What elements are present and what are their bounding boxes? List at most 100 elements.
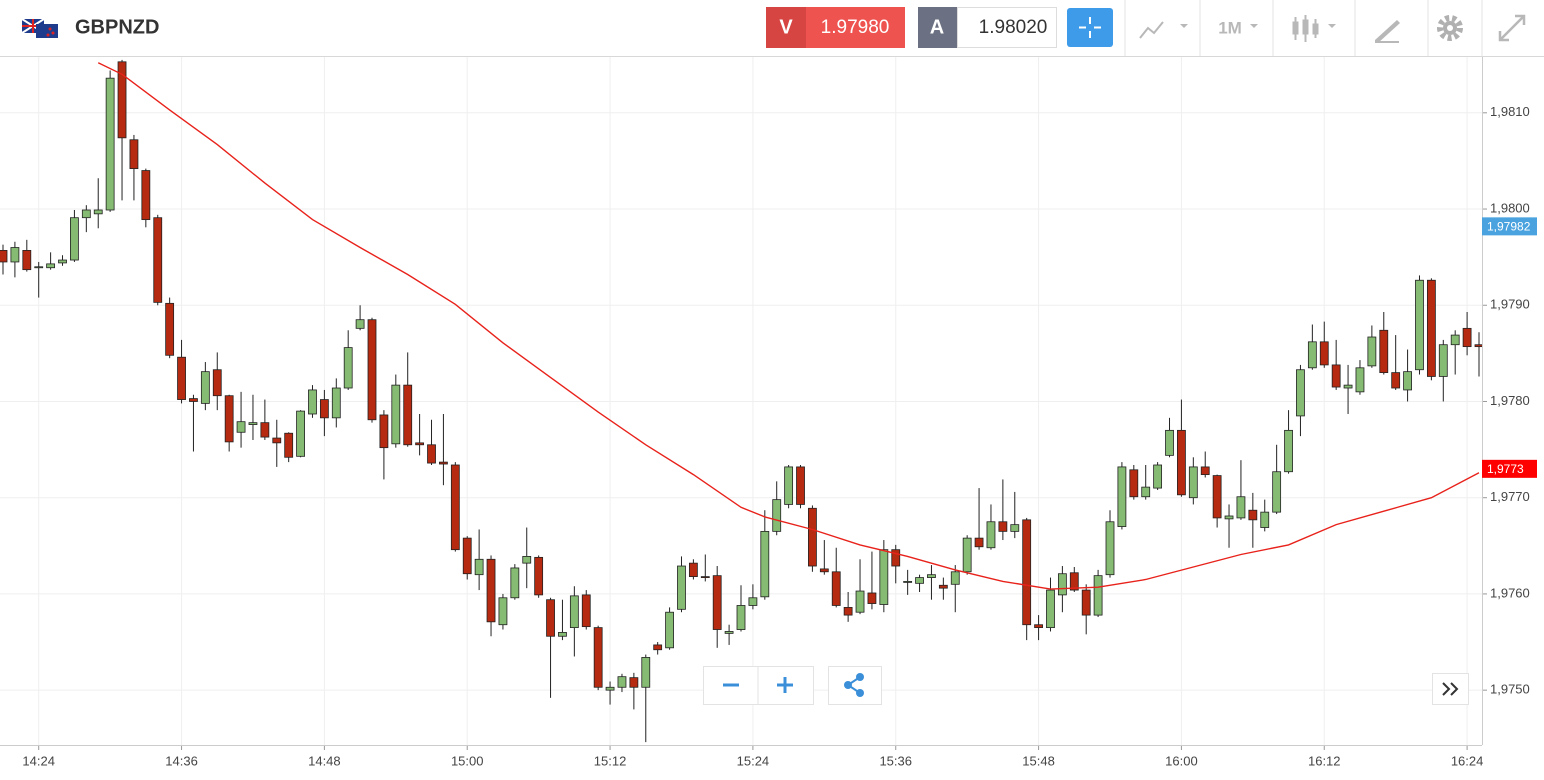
candle-body bbox=[284, 432, 294, 458]
draw-button[interactable] bbox=[1375, 20, 1400, 43]
candle-body bbox=[855, 590, 865, 613]
crosshair-button[interactable] bbox=[1067, 8, 1113, 47]
candle-body bbox=[308, 389, 317, 415]
x-tick-label: 15:36 bbox=[879, 753, 912, 768]
chart-type-button[interactable] bbox=[1292, 15, 1336, 42]
candle-body bbox=[224, 395, 234, 443]
buy-button[interactable]: A 1.98020 bbox=[918, 7, 1057, 48]
candle-body bbox=[1260, 511, 1270, 528]
x-tick-label: 16:24 bbox=[1451, 753, 1484, 768]
fullscreen-button[interactable] bbox=[1498, 14, 1526, 42]
candle-body bbox=[724, 631, 734, 634]
candle-body bbox=[236, 421, 246, 433]
candle-body bbox=[581, 594, 591, 628]
grid bbox=[0, 57, 1482, 745]
candle-body bbox=[1331, 364, 1341, 388]
candle-body bbox=[177, 356, 186, 400]
candle-body bbox=[498, 597, 508, 626]
candle-body bbox=[962, 537, 972, 573]
candle-body bbox=[1034, 624, 1043, 629]
timeframe: 1M bbox=[1218, 18, 1242, 37]
buy-price: 1.98020 bbox=[979, 17, 1048, 38]
candle-body bbox=[1379, 329, 1389, 374]
x-tick-label: 14:36 bbox=[165, 753, 198, 768]
candle-body bbox=[46, 263, 56, 269]
candle-body bbox=[486, 558, 496, 623]
candle-body bbox=[70, 217, 79, 261]
candle-body bbox=[105, 77, 115, 211]
candle-body bbox=[379, 414, 389, 449]
candle-body bbox=[712, 575, 722, 630]
candle-body bbox=[998, 521, 1008, 532]
timeframe-button[interactable]: 1M bbox=[1218, 18, 1258, 37]
candle-body bbox=[450, 464, 460, 551]
candle-body bbox=[1391, 372, 1401, 389]
candle-body bbox=[546, 599, 555, 637]
candle-body bbox=[1355, 367, 1365, 393]
symbol: GBPNZD bbox=[75, 16, 159, 38]
candle-body bbox=[915, 577, 924, 584]
x-tick-label: 15:00 bbox=[451, 753, 484, 768]
candle-body bbox=[665, 611, 674, 649]
y-tick-label: 1,9760 bbox=[1490, 585, 1530, 600]
candle-body bbox=[1426, 279, 1436, 377]
candle-body bbox=[808, 507, 817, 567]
candle-body bbox=[200, 371, 210, 404]
candle-body bbox=[1415, 279, 1424, 371]
candle-body bbox=[1224, 515, 1234, 520]
candle-body bbox=[1367, 336, 1377, 367]
settings-button[interactable] bbox=[1437, 15, 1463, 41]
candle-body bbox=[558, 632, 567, 637]
indicator-button[interactable] bbox=[1139, 21, 1188, 39]
toolbar-separators bbox=[1124, 0, 1483, 56]
candle-body bbox=[1188, 466, 1198, 499]
candle-body bbox=[1296, 369, 1305, 417]
candle-body bbox=[343, 347, 353, 389]
x-tick-label: 16:00 bbox=[1165, 753, 1198, 768]
candle-body bbox=[760, 530, 770, 598]
zoom-controls bbox=[703, 666, 814, 705]
x-tick-label: 14:48 bbox=[308, 753, 341, 768]
candle-body bbox=[22, 250, 32, 271]
candle-body bbox=[617, 676, 627, 688]
flag-icon bbox=[21, 18, 58, 38]
candle-body bbox=[796, 466, 805, 505]
candle-body bbox=[784, 466, 794, 505]
candle-body bbox=[212, 369, 222, 397]
price-label-box bbox=[1482, 217, 1537, 236]
sell-label: V bbox=[779, 16, 793, 38]
candle-body bbox=[391, 384, 401, 445]
candle-body bbox=[1319, 341, 1329, 366]
candle-body bbox=[1141, 486, 1151, 498]
candle-body bbox=[93, 209, 103, 215]
candle-body bbox=[165, 302, 175, 356]
scroll-end-button[interactable] bbox=[1432, 673, 1469, 705]
candle-body bbox=[439, 461, 448, 465]
candle-body bbox=[700, 576, 710, 579]
candle-body bbox=[641, 657, 651, 688]
axes: 1,9750 1,9760 1,9770 1,9780 1,9790 1,9800 1,98… bbox=[0, 57, 1537, 768]
moving-average-line bbox=[97, 62, 1480, 590]
candle-body bbox=[34, 266, 44, 269]
zoom-in-button[interactable] bbox=[777, 677, 793, 693]
candle-body bbox=[1200, 466, 1210, 476]
candle-body bbox=[367, 319, 377, 421]
candle-body bbox=[117, 61, 127, 139]
y-tick-label: 1,9750 bbox=[1490, 682, 1530, 697]
candle-body bbox=[510, 567, 520, 599]
candle-body bbox=[629, 677, 639, 688]
share-button[interactable] bbox=[828, 666, 882, 705]
candle-body bbox=[1081, 589, 1091, 616]
candle-body bbox=[1284, 429, 1293, 473]
candle-body bbox=[1474, 344, 1482, 348]
candle-body bbox=[522, 556, 532, 564]
y-tick-label: 1,9810 bbox=[1490, 104, 1530, 119]
sell-button[interactable]: V 1.97980 bbox=[766, 7, 905, 48]
candle-body bbox=[296, 410, 305, 457]
candle-body bbox=[688, 562, 698, 578]
candle-body bbox=[605, 686, 615, 691]
candle-body bbox=[819, 568, 829, 573]
candle-body bbox=[867, 592, 877, 604]
x-tick-label: 14:24 bbox=[22, 753, 55, 768]
candle-body bbox=[248, 422, 258, 425]
